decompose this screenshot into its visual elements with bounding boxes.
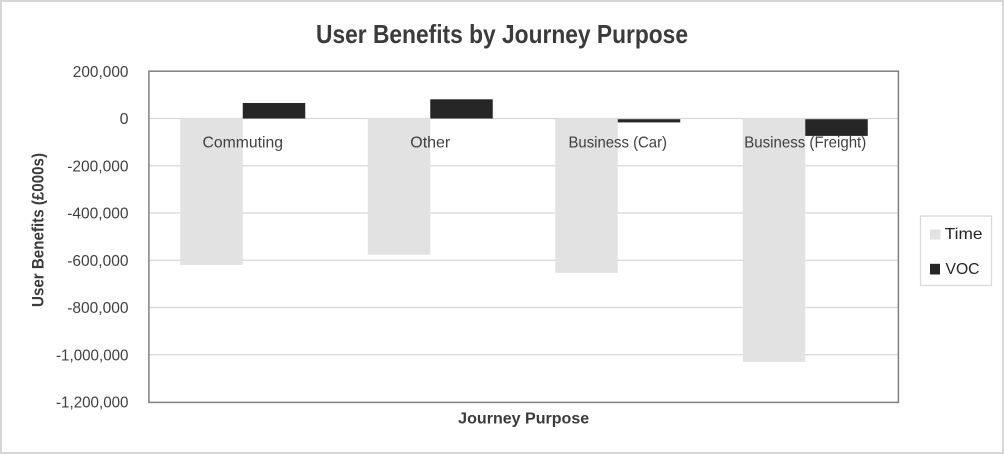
svg-text:-1,200,000: -1,200,000: [56, 395, 129, 412]
svg-text:-1,000,000: -1,000,000: [56, 347, 129, 364]
svg-text:User Benefits by Journey Purpo: User Benefits by Journey Purpose: [316, 19, 688, 49]
svg-text:User Benefits (£000s): User Benefits (£000s): [28, 153, 47, 307]
svg-text:Business (Car): Business (Car): [569, 134, 668, 151]
svg-text:Commuting: Commuting: [203, 134, 284, 151]
svg-text:200,000: 200,000: [73, 64, 129, 81]
svg-text:Time: Time: [945, 226, 983, 243]
svg-text:-800,000: -800,000: [67, 300, 128, 317]
svg-text:Business (Freight): Business (Freight): [744, 134, 866, 151]
svg-text:-600,000: -600,000: [67, 253, 128, 270]
svg-text:-200,000: -200,000: [67, 158, 128, 175]
svg-text:-400,000: -400,000: [67, 206, 128, 223]
svg-text:Other: Other: [410, 134, 451, 151]
svg-text:VOC: VOC: [946, 261, 980, 278]
svg-text:0: 0: [120, 111, 129, 128]
svg-text:Journey Purpose: Journey Purpose: [458, 410, 589, 427]
